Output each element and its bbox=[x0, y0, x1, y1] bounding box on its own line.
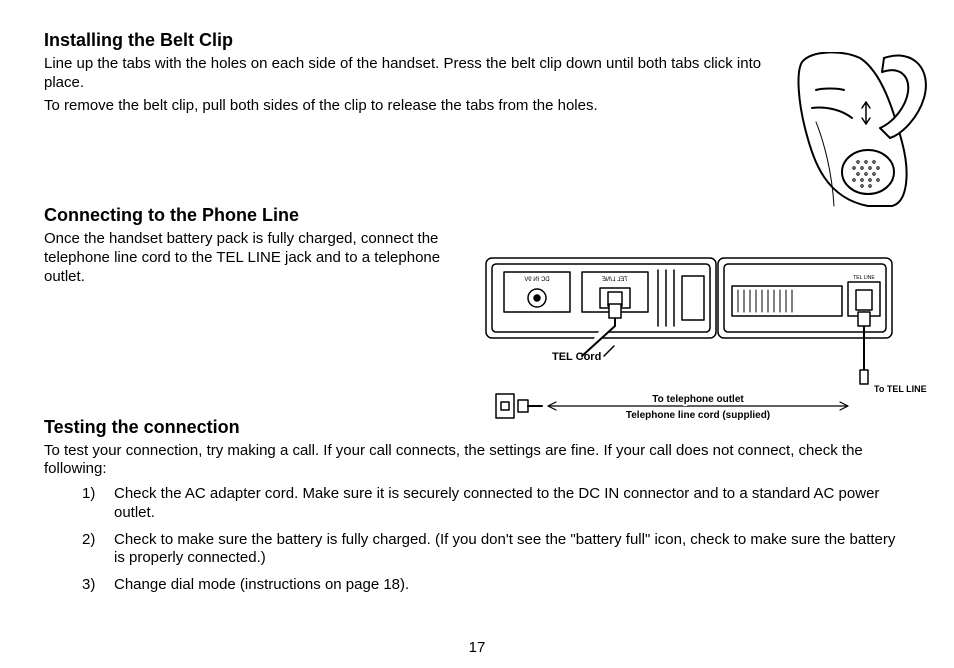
paragraph: Once the handset battery pack is fully c… bbox=[44, 230, 474, 286]
label-tel-line-mirrored: TEL LINE bbox=[601, 277, 628, 283]
svg-text:TEL LINE: TEL LINE bbox=[853, 275, 875, 281]
label-to-outlet: To telephone outlet bbox=[652, 394, 744, 405]
step-item: Check to make sure the battery is fully … bbox=[92, 531, 910, 569]
label-to-tel-line: To TEL LINE bbox=[874, 384, 927, 394]
section-testing: Testing the connection To test your conn… bbox=[44, 417, 910, 595]
paragraph: To remove the belt clip, pull both sides… bbox=[44, 97, 774, 116]
label-supplied: Telephone line cord (supplied) bbox=[626, 410, 770, 421]
heading-belt-clip: Installing the Belt Clip bbox=[44, 30, 774, 51]
label-tel-cord: TEL Cord bbox=[552, 351, 601, 363]
manual-page: Installing the Belt Clip Line up the tab… bbox=[0, 0, 954, 668]
step-item: Change dial mode (instructions on page 1… bbox=[92, 576, 910, 595]
figure-phone-line: DC IN 9V TEL LINE bbox=[482, 256, 930, 432]
steps-list: Check the AC adapter cord. Make sure it … bbox=[44, 485, 910, 595]
paragraph: To test your connection, try making a ca… bbox=[44, 442, 910, 480]
section-belt-clip: Installing the Belt Clip Line up the tab… bbox=[44, 30, 910, 115]
step-item: Check the AC adapter cord. Make sure it … bbox=[92, 485, 910, 523]
heading-phone-line: Connecting to the Phone Line bbox=[44, 205, 474, 226]
page-number: 17 bbox=[0, 639, 954, 656]
label-dc-in: DC IN 9V bbox=[524, 277, 549, 283]
paragraph: Line up the tabs with the holes on each … bbox=[44, 55, 774, 93]
figure-belt-clip bbox=[782, 52, 934, 210]
